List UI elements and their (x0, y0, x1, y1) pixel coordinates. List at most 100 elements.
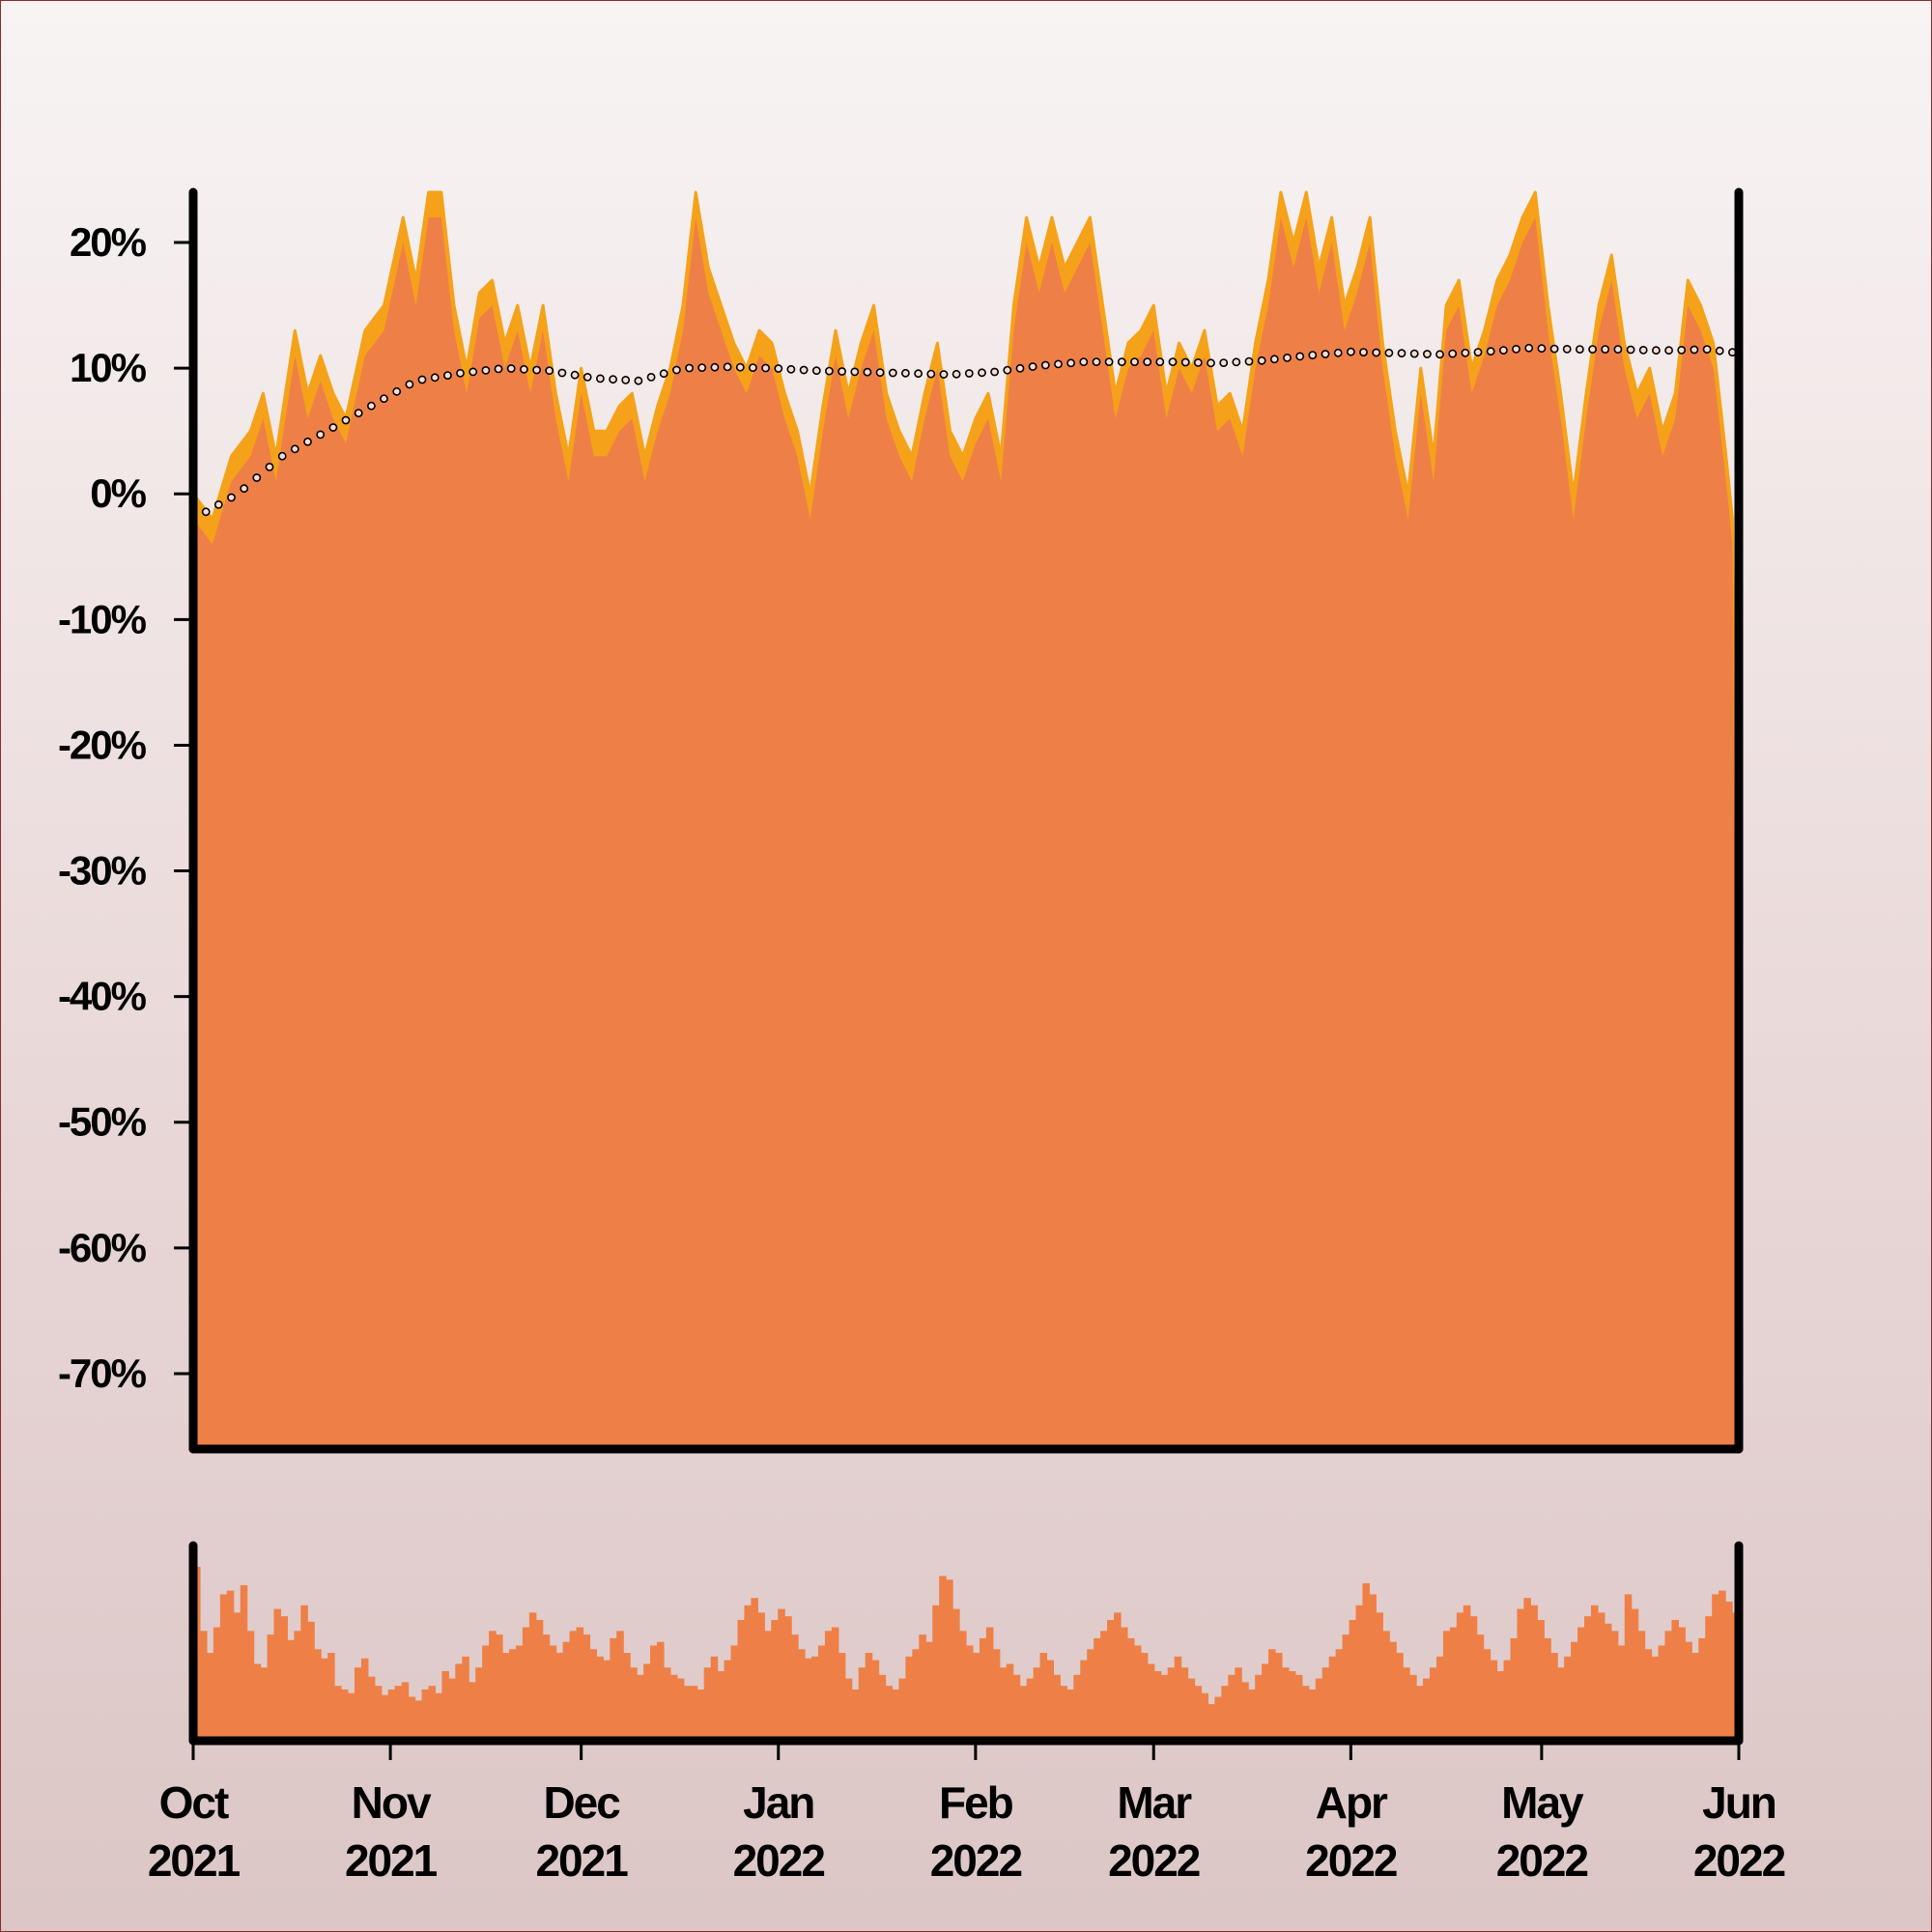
volume-bar (623, 1653, 631, 1741)
trend-marker (481, 365, 491, 375)
volume-bar (1423, 1678, 1431, 1741)
volume-bar (1430, 1667, 1437, 1741)
volume-bar (1039, 1653, 1048, 1741)
volume-bar (932, 1605, 940, 1741)
trend-marker (825, 366, 834, 376)
volume-plot-area (193, 1567, 1740, 1741)
trend-marker (1333, 348, 1343, 357)
volume-bar (1517, 1608, 1524, 1741)
volume-bar (1496, 1671, 1505, 1741)
axes: 20% 10% 0% -10% -20% -30% -40% -50% -60% -70% Oct 2… (58, 187, 1787, 1886)
trend-marker (456, 368, 465, 378)
volume-bar (387, 1689, 396, 1741)
trend-marker (442, 371, 452, 380)
trend-marker (1295, 352, 1305, 361)
volume-bar (273, 1608, 282, 1741)
volume-bar (791, 1634, 799, 1741)
volume-bar (690, 1686, 698, 1741)
trend-marker (303, 437, 312, 446)
volume-bar (367, 1676, 376, 1741)
trend-marker (1690, 345, 1699, 355)
y-tick-label: -70% (58, 1350, 147, 1396)
volume-bar (637, 1674, 644, 1741)
volume-bar (260, 1667, 269, 1741)
trend-marker (1219, 358, 1229, 367)
volume-bar (1631, 1608, 1639, 1741)
trend-marker (799, 365, 809, 375)
trend-marker (1397, 349, 1406, 358)
trend-marker (506, 364, 516, 373)
volume-bar (596, 1656, 604, 1741)
trend-marker (1372, 348, 1381, 357)
volume-bar (1530, 1605, 1538, 1741)
volume-bar (1248, 1689, 1256, 1741)
x-tick-label-year: 2022 (1496, 1835, 1588, 1886)
volume-bar (1308, 1689, 1317, 1741)
volume-bar (1281, 1667, 1290, 1741)
trend-marker (1537, 344, 1547, 354)
volume-bar (979, 1637, 987, 1741)
volume-bar (1107, 1619, 1115, 1741)
volume-bar (360, 1658, 369, 1741)
trend-marker (659, 369, 668, 379)
trend-marker (532, 365, 541, 375)
volume-bar (455, 1663, 463, 1741)
volume-bar (1510, 1637, 1519, 1741)
volume-bar (1376, 1612, 1383, 1741)
volume-bar (1349, 1619, 1357, 1741)
trend-marker (672, 365, 681, 375)
volume-bar (603, 1660, 611, 1741)
trend-marker (1524, 343, 1534, 353)
volume-bar (1571, 1641, 1578, 1741)
volume-bar (1442, 1631, 1451, 1741)
volume-bar (865, 1653, 873, 1741)
trend-marker (545, 366, 554, 376)
volume-bar (1033, 1667, 1041, 1741)
volume-bar (757, 1612, 765, 1741)
trend-marker (213, 500, 223, 509)
volume-bar (307, 1621, 315, 1741)
volume-bar (1355, 1605, 1364, 1741)
volume-bar (421, 1689, 430, 1741)
volume-bar (435, 1692, 442, 1741)
volume-bar (294, 1631, 301, 1741)
trend-marker (978, 368, 986, 378)
volume-bar (1725, 1602, 1733, 1741)
x-tick-label-month: Oct (159, 1777, 229, 1828)
volume-bar (1094, 1637, 1101, 1741)
volume-bar (1060, 1686, 1067, 1741)
trend-marker (316, 430, 326, 440)
volume-bar (496, 1634, 503, 1741)
trend-marker (1473, 348, 1483, 356)
volume-bar (871, 1660, 880, 1741)
volume-bar (475, 1667, 483, 1741)
volume-bar (737, 1619, 746, 1741)
volume-bar (1147, 1663, 1155, 1741)
volume-bar (784, 1616, 792, 1741)
volume-bar (1469, 1616, 1478, 1741)
trend-marker (1040, 360, 1050, 370)
trend-marker (354, 409, 363, 417)
x-tick-label-year: 2021 (345, 1835, 438, 1886)
trend-marker (1588, 345, 1597, 354)
volume-bar (844, 1678, 853, 1741)
x-tick-label-year: 2022 (1108, 1835, 1200, 1886)
trend-marker (990, 367, 999, 377)
volume-bar (1006, 1663, 1014, 1741)
trend-marker (1003, 365, 1012, 375)
volume-bar (985, 1627, 994, 1741)
volume-bar (1463, 1605, 1471, 1741)
trend-marker (749, 363, 757, 372)
volume-bar (1564, 1656, 1572, 1741)
volume-bar (703, 1667, 712, 1741)
volume-bar (778, 1608, 785, 1741)
x-tick-label-year: 2022 (1305, 1835, 1397, 1886)
trend-marker (520, 364, 528, 374)
trend-marker (914, 369, 923, 379)
trend-marker (786, 364, 796, 374)
volume-bar (643, 1663, 651, 1741)
x-tick-label-year: 2022 (1693, 1835, 1785, 1886)
volume-bar (1241, 1682, 1249, 1741)
trend-marker (1269, 355, 1279, 364)
